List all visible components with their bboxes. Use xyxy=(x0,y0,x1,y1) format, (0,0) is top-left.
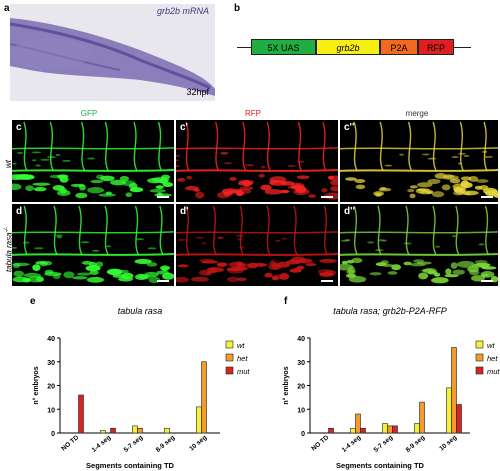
e-bar-mut-1 xyxy=(110,427,116,434)
channel-rfp-title: RFP xyxy=(245,109,261,118)
channel-merge-title: merge xyxy=(405,109,429,118)
f-y-tick-label: 20 xyxy=(297,384,305,391)
vessels-merge-c xyxy=(340,121,498,199)
f-x-tick-label: NO TD xyxy=(310,434,330,453)
f-legend-label-het: het xyxy=(487,354,498,363)
f-bar-mut-0 xyxy=(328,427,334,434)
micrograph-c-rfp xyxy=(176,120,338,202)
construct-grb2b-box: grb2b xyxy=(316,39,380,55)
panel-d-label: d xyxy=(16,206,23,217)
panel-e-label: e xyxy=(30,296,36,307)
f-bar-het-3 xyxy=(419,401,425,434)
stage-label: 32hpf xyxy=(186,87,209,97)
micrograph-d-rfp xyxy=(176,204,338,286)
f-bar-mut-1 xyxy=(360,427,366,434)
e-y-tick-label: 10 xyxy=(47,407,55,414)
e-x-tick-label: 5-7 seg xyxy=(123,434,145,454)
micrograph-c-merge xyxy=(340,120,498,202)
e-bar-wt-1 xyxy=(100,430,106,434)
e-x-tick-label: NO TD xyxy=(60,434,80,453)
scale-bar xyxy=(321,196,333,198)
panel-c1-label: c' xyxy=(180,122,188,133)
e-y-tick-label: 0 xyxy=(51,431,55,438)
e-legend-swatch-mut xyxy=(225,366,234,375)
e-x-tick-label: 8-9 seg xyxy=(155,434,177,454)
in-situ-image: grb2b mRNA 32hpf xyxy=(10,4,215,101)
vessels-gfp-c xyxy=(12,121,174,199)
f-bar-wt-4 xyxy=(446,387,452,434)
f-y-tick-label: 10 xyxy=(297,407,305,414)
f-bar-wt-2 xyxy=(382,423,388,434)
panel-c-label: c xyxy=(16,122,22,133)
e-y-tick-label: 30 xyxy=(47,360,55,367)
f-y-tick-label: 30 xyxy=(297,360,305,367)
scale-bar xyxy=(157,280,169,282)
f-y-tick-label: 0 xyxy=(301,431,305,438)
f-y-tick-label: 40 xyxy=(297,336,305,343)
construct-p2a-box: P2A xyxy=(380,39,418,55)
e-x-tick-label: 10 seg xyxy=(188,434,208,452)
f-bar-het-4 xyxy=(451,347,457,434)
e-legend-label-het: het xyxy=(237,354,248,363)
vessels-merge-d xyxy=(340,205,498,284)
f-bar-het-2 xyxy=(387,425,393,434)
e-bar-wt-3 xyxy=(164,427,170,434)
scale-bar xyxy=(481,280,493,282)
panel-a-title: grb2b mRNA xyxy=(156,6,209,16)
vessels-gfp-d xyxy=(12,205,174,284)
f-bar-het-1 xyxy=(355,413,361,434)
scale-bar xyxy=(321,280,333,282)
panel-d1-label: d' xyxy=(180,206,189,217)
e-legend-swatch-wt xyxy=(225,340,234,349)
e-x-tick-label: 1-4 seg xyxy=(91,434,113,454)
f-x-label: Segments containing TD xyxy=(336,461,425,470)
e-legend-label-mut: mut xyxy=(237,367,250,376)
e-legend-label-wt: wt xyxy=(237,341,245,350)
e-bar-het-2 xyxy=(137,427,143,434)
chart-e: tabula rasa 0 10 20 30 40 n° embryos NO TD 1-4 s… xyxy=(32,306,250,470)
construct-uas-box: 5X UAS xyxy=(251,39,316,55)
f-bar-mut-4 xyxy=(456,404,462,434)
f-legend-swatch-het xyxy=(475,353,484,362)
micrograph-d-gfp xyxy=(12,204,174,286)
micrograph-c-gfp xyxy=(12,120,174,202)
e-bar-wt-4 xyxy=(196,406,202,434)
f-bar-wt-1 xyxy=(350,427,356,434)
vessels-rfp-c xyxy=(176,121,338,200)
panel-d2-label: d'' xyxy=(344,206,355,217)
e-chart-title: tabula rasa xyxy=(118,306,163,316)
f-bar-mut-2 xyxy=(392,425,398,434)
e-y-tick-label: 20 xyxy=(47,384,55,391)
e-bar-wt-2 xyxy=(132,425,138,434)
f-x-tick-label: 8-9 seg xyxy=(405,434,427,454)
e-bar-het-4 xyxy=(201,361,207,434)
f-bar-wt-3 xyxy=(414,423,420,434)
e-legend-swatch-het xyxy=(225,353,234,362)
f-x-tick-label: 5-7 seg xyxy=(373,434,395,454)
construct-rfp-box: RFP xyxy=(418,39,454,55)
f-chart-title: tabula rasa; grb2b-P2A-RFP xyxy=(333,306,447,316)
e-x-label: Segments containing TD xyxy=(86,461,175,470)
f-legend-label-wt: wt xyxy=(487,341,495,350)
panel-c2-label: c'' xyxy=(344,122,355,133)
scale-bar xyxy=(157,196,169,198)
channel-gfp-title: GFP xyxy=(80,109,98,118)
vessels-rfp-d xyxy=(176,205,338,283)
panel-b-label: b xyxy=(234,3,241,14)
micrograph-d-merge xyxy=(340,204,498,286)
f-legend-swatch-mut xyxy=(475,366,484,375)
f-x-tick-label: 1-4 seg xyxy=(341,434,363,454)
f-x-tick-label: 10 seg xyxy=(438,434,458,452)
embryo-drawing xyxy=(10,4,215,101)
f-legend-swatch-wt xyxy=(475,340,484,349)
chart-f: tabula rasa; grb2b-P2A-RFP 0 10 20 30 40 n° em… xyxy=(282,306,500,470)
f-legend-label-mut: mut xyxy=(487,367,500,376)
e-y-label: n° embryos xyxy=(32,366,40,404)
f-y-label: n° embryos xyxy=(282,366,290,404)
panel-f-label: f xyxy=(284,296,288,307)
e-bar-mut-0 xyxy=(78,394,84,434)
panel-a-label: a xyxy=(4,3,10,14)
e-y-tick-label: 40 xyxy=(47,336,55,343)
scale-bar xyxy=(481,196,493,198)
